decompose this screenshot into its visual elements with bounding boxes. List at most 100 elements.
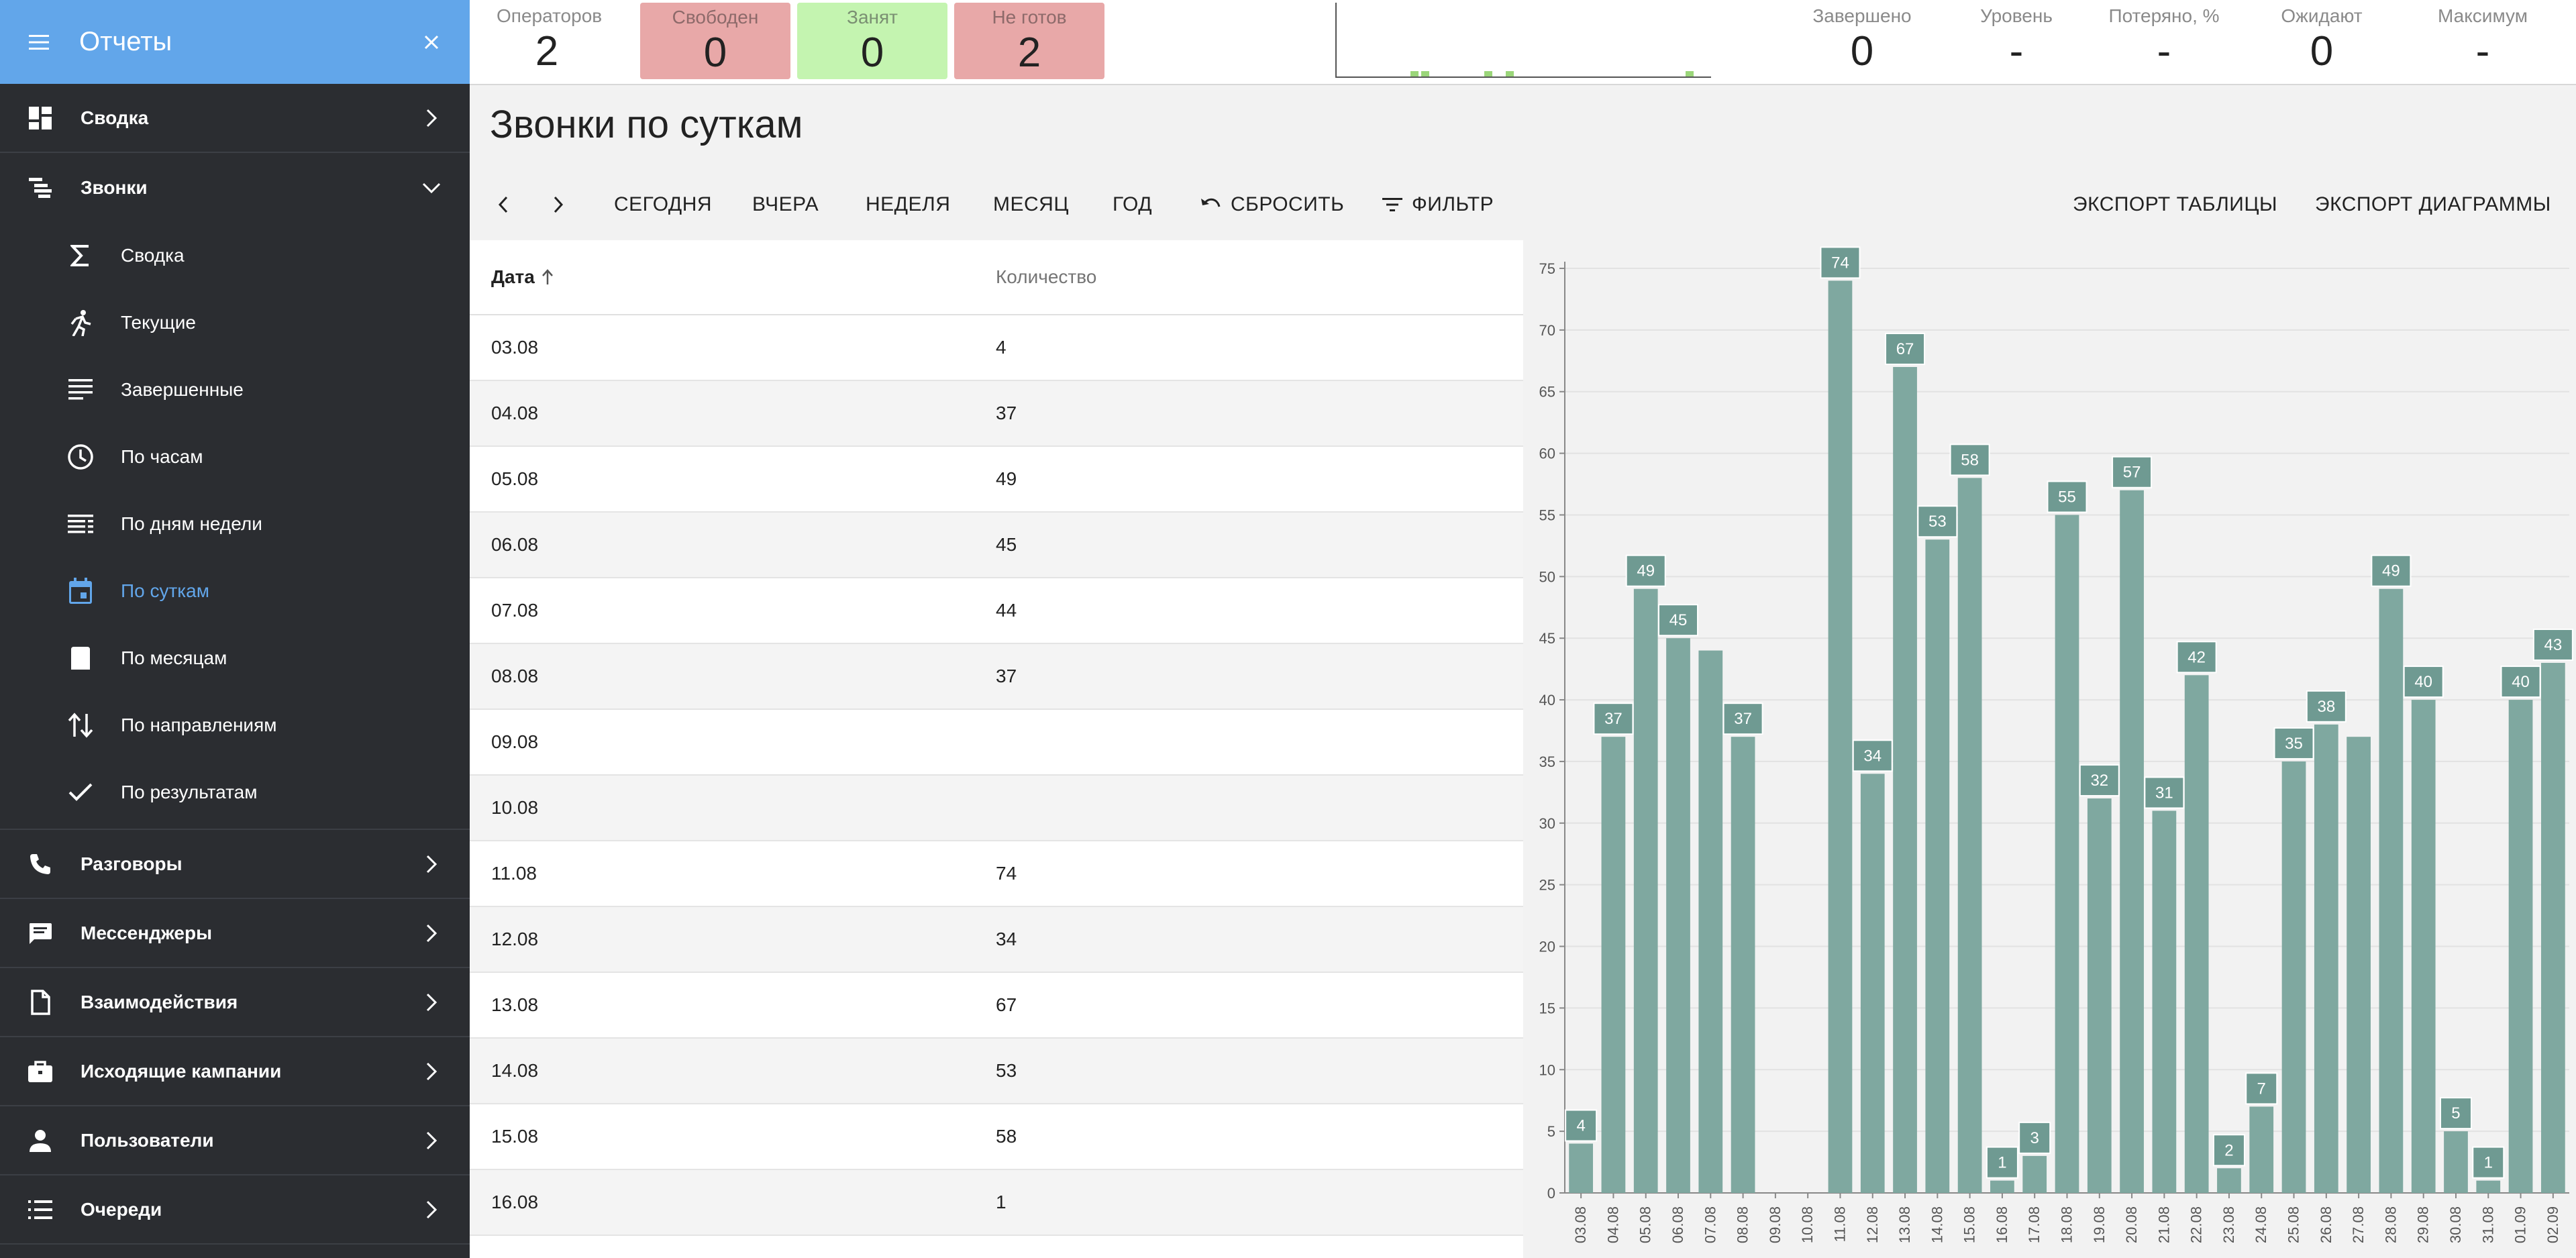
cell-date: 09.08 [491,731,539,752]
cell-date: 16.08 [491,1192,539,1212]
data-label-box [2112,456,2153,488]
export-chart-button[interactable]: ЭКСПОРТ ДИАГРАММЫ [2315,193,2551,215]
today-button[interactable]: СЕГОДНЯ [614,193,713,215]
bar-chart: 0 5 10 15 20 25 30 35 40 45 50 55 60 65 70 75 03.08 04.08… [1530,240,2576,1258]
sidebar-group-ocheredi[interactable]: Очереди [0,1175,470,1245]
month-button[interactable]: МЕСЯЦ [993,193,1070,215]
filter-button[interactable]: ФИЛЬТР [1382,178,1494,231]
y-tick-label: 45 [1539,630,1555,647]
bar [1601,737,1626,1193]
column-header-date[interactable]: Дата [470,266,996,288]
next-button[interactable] [553,178,564,231]
sidebar-group-label: Взаимодействия [81,991,238,1012]
reset-button[interactable]: СБРОСИТЬ [1200,178,1344,231]
filter-icon [1382,197,1402,213]
bar [2444,1131,2468,1193]
sidebar-item-svodka[interactable]: Сводка [0,222,470,289]
sidebar-item-po-napravleniyam[interactable]: По направлениям [0,692,470,759]
table-row: 09.08 [470,710,1523,776]
bar [2217,1168,2241,1193]
list-icon [27,1196,54,1223]
cell-count: 49 [996,468,1017,489]
chat-icon [27,920,54,947]
cell-date: 03.08 [491,337,539,358]
stat-operators: Операторов 2 [497,0,602,79]
data-label-box [1722,702,1763,735]
data-label-box [1658,604,1699,637]
cell-count: 4 [996,337,1007,358]
close-icon[interactable] [420,31,443,54]
bar [2379,588,2404,1193]
data-label: 38 [2317,698,2335,716]
x-tick-label: 21.08 [2155,1206,2172,1243]
sidebar-group-label: Исходящие кампании [81,1060,282,1082]
x-tick-label: 20.08 [2123,1206,2140,1243]
document-icon [27,989,54,1016]
data-label: 3 [2030,1129,2039,1147]
data-label: 40 [2414,673,2432,691]
bar [1666,638,1690,1193]
data-label-box [1852,739,1893,772]
x-tick-label: 13.08 [1896,1206,1913,1243]
stat-value: 0 [1850,28,1874,74]
sidebar-item-po-rezultatam[interactable]: По результатам [0,759,470,826]
menu-icon[interactable] [27,30,51,54]
y-tick-label: 15 [1539,1000,1555,1016]
cell-date: 05.08 [491,468,539,489]
data-label: 53 [1928,513,1947,531]
stat-maximum: Максимум - [2416,0,2550,79]
data-label: 49 [1637,562,1655,580]
sidebar-item-po-dnyam-nedeli[interactable]: По дням недели [0,490,470,558]
year-button[interactable]: ГОД [1113,193,1153,215]
cell-date: 14.08 [491,1060,539,1081]
sidebar-item-zavershennye[interactable]: Завершенные [0,356,470,423]
data-label-box [2245,1072,2278,1105]
bar [2347,737,2371,1193]
sidebar-item-tekushchie[interactable]: Текущие [0,289,470,356]
sidebar-group-razgovory[interactable]: Разговоры [0,830,470,899]
data-label: 34 [1863,747,1882,765]
export-table-button[interactable]: ЭКСПОРТ ТАБЛИЦЫ [2073,193,2278,215]
x-tick-label: 30.08 [2447,1206,2464,1243]
toolbar: СЕГОДНЯ ВЧЕРА НЕДЕЛЯ МЕСЯЦ ГОД СБРОСИТЬ … [470,178,2576,231]
sidebar-group-iskhodyashchie-kampanii[interactable]: Исходящие кампании [0,1037,470,1106]
x-tick-label: 09.08 [1767,1206,1784,1243]
data-label: 37 [1734,710,1752,728]
sidebar-group-label: Сводка [81,107,149,128]
sidebar-item-po-chasam[interactable]: По часам [0,423,470,490]
data-label-box [1625,554,1666,587]
bar [1698,650,1723,1193]
sidebar-group-polzovateli[interactable]: Пользователи [0,1106,470,1175]
week-button[interactable]: НЕДЕЛЯ [866,193,951,215]
sidebar-group-zvonki[interactable]: Звонки [0,153,470,222]
data-label: 42 [2187,648,2206,666]
yesterday-button[interactable]: ВЧЕРА [752,193,819,215]
column-header-count[interactable]: Количество [996,266,1097,287]
chevron-right-icon [420,1060,443,1083]
sidebar-item-po-sutkam[interactable]: По суткам [0,558,470,625]
table-row: 06.08 45 [470,513,1523,578]
data-label-box [2306,690,2347,723]
sidebar-title: Отчеты [79,27,172,56]
stat-value: - [2009,28,2024,74]
sidebar-group-messendzhery[interactable]: Мессенджеры [0,899,470,968]
sidebar-group-label: Мессенджеры [81,922,212,943]
stat-lost: Потеряно, % - [2094,0,2234,79]
prev-button[interactable] [498,178,509,231]
table-row: 08.08 37 [470,644,1523,710]
table-row: 13.08 67 [470,973,1523,1039]
table-row: 12.08 34 [470,907,1523,973]
cell-count: 74 [996,863,1017,884]
stat-value: 0 [860,30,884,76]
sidebar-item-label: По месяцам [121,647,227,668]
table-header: Дата Количество [470,240,1523,315]
sidebar-group-vzaimodeystviya[interactable]: Взаимодействия [0,968,470,1037]
bar [1893,366,1917,1193]
data-label-box [2273,727,2314,759]
sidebar-item-po-mesyacam[interactable]: По месяцам [0,625,470,692]
sidebar-group-svodka[interactable]: Сводка [0,84,470,153]
data-label-box [2439,1097,2472,1130]
sidebar-item-label: По суткам [121,580,209,601]
x-tick-label: 27.08 [2350,1206,2367,1243]
